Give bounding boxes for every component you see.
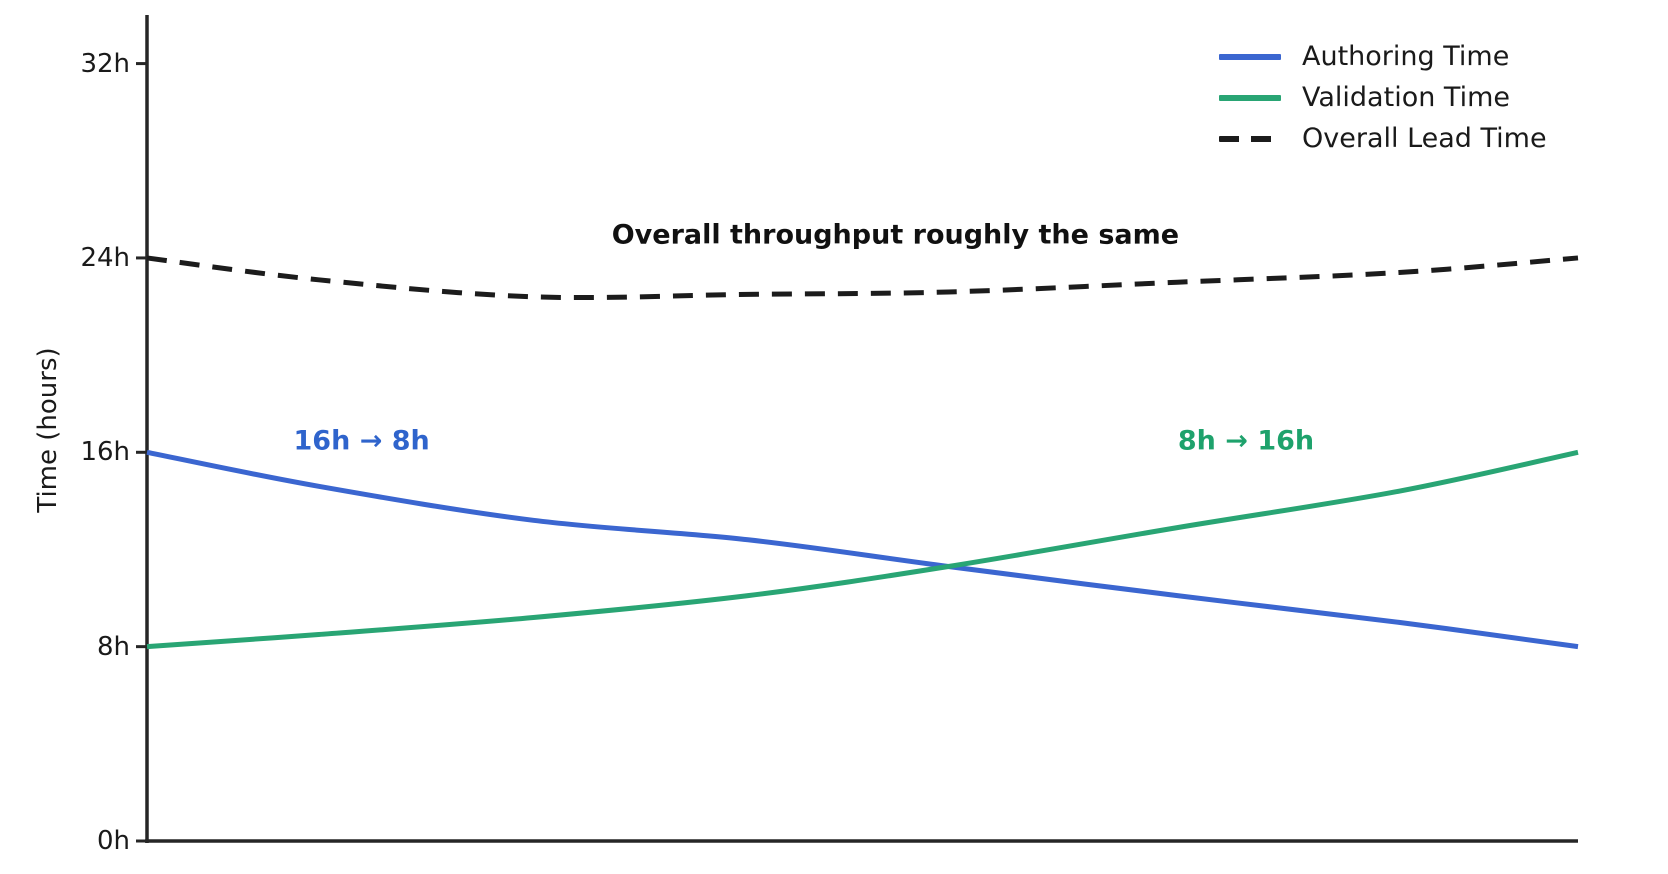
legend-swatch-overall-lead-time bbox=[1219, 135, 1281, 142]
annotation-overall-throughput-roughly-the-same: Overall throughput roughly the same bbox=[611, 219, 1180, 251]
y-tick-label-16h: 16h bbox=[80, 437, 130, 468]
series-line-authoring-time bbox=[146, 449, 1579, 650]
legend-item-validation-time: Validation Time bbox=[1219, 77, 1547, 118]
y-tick-label-8h: 8h bbox=[96, 631, 130, 662]
annotation-16h-8h: 16h → 8h bbox=[293, 425, 430, 457]
series-line-validation-time bbox=[146, 449, 1579, 650]
legend-item-overall-lead-time: Overall Lead Time bbox=[1219, 118, 1547, 159]
legend-label-authoring-time: Authoring Time bbox=[1302, 41, 1510, 72]
series-line-overall-lead-time bbox=[146, 255, 1579, 301]
legend-label-overall-lead-time: Overall Lead Time bbox=[1302, 123, 1547, 154]
y-tick-label-0h: 0h bbox=[96, 826, 130, 856]
annotation-8h-16h: 8h → 16h bbox=[1177, 425, 1315, 457]
y-tick-label-24h: 24h bbox=[80, 242, 130, 273]
legend-swatch-authoring-time bbox=[1219, 53, 1281, 60]
legend-item-authoring-time: Authoring Time bbox=[1219, 36, 1547, 77]
y-tick-label-32h: 32h bbox=[80, 48, 130, 79]
legend: Authoring Time Validation Time Overall Lea… bbox=[1219, 36, 1547, 159]
legend-label-validation-time: Validation Time bbox=[1302, 82, 1510, 113]
y-axis-label: Time (hours) bbox=[33, 347, 63, 513]
legend-swatch-validation-time bbox=[1219, 94, 1281, 101]
